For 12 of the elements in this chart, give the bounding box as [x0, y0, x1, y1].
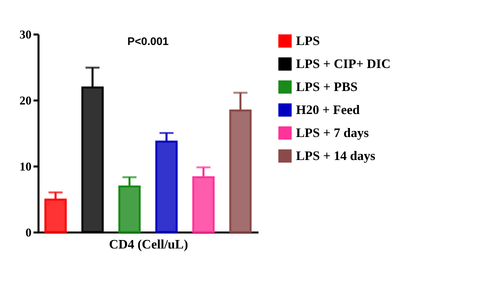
legend-label: LPS + CIP+ DIC	[296, 56, 391, 71]
annotation: P<0.001	[127, 36, 169, 48]
y-tick-label: 30	[20, 28, 32, 42]
legend-label: LPS + 14 days	[296, 148, 376, 163]
legend-label: LPS + 7 days	[296, 125, 369, 140]
legend-label: H20 + Feed	[296, 102, 360, 117]
y-tick-label: 20	[20, 94, 32, 108]
y-tick-label: 10	[20, 160, 32, 174]
y-tick-label: 0	[26, 226, 32, 240]
x-axis-title: CD4 (Cell/uL)	[108, 236, 188, 252]
legend-label: LPS + PBS	[296, 79, 358, 94]
legend-label: LPS	[296, 33, 320, 48]
